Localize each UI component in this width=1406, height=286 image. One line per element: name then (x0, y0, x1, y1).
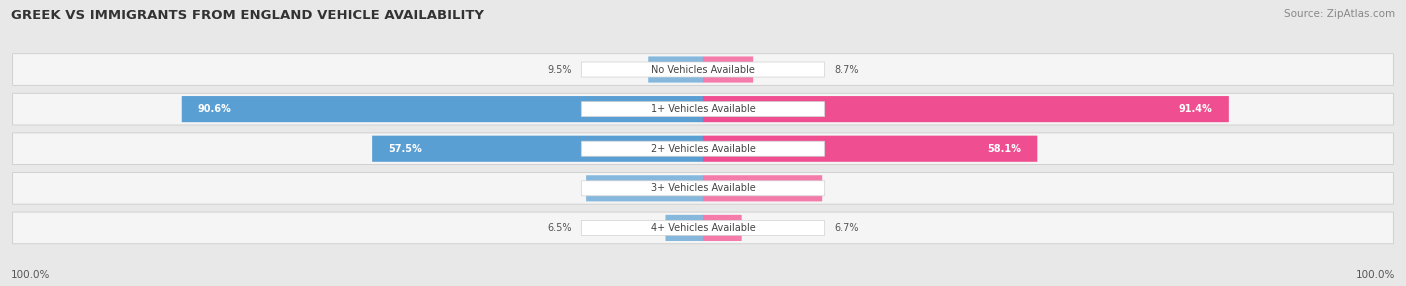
FancyBboxPatch shape (181, 96, 703, 122)
FancyBboxPatch shape (581, 62, 825, 77)
FancyBboxPatch shape (586, 175, 703, 201)
FancyBboxPatch shape (581, 221, 825, 235)
Text: 90.6%: 90.6% (198, 104, 232, 114)
FancyBboxPatch shape (13, 93, 1393, 125)
FancyBboxPatch shape (581, 181, 825, 196)
FancyBboxPatch shape (13, 133, 1393, 164)
FancyBboxPatch shape (13, 54, 1393, 85)
FancyBboxPatch shape (703, 136, 1038, 162)
Text: 58.1%: 58.1% (987, 144, 1021, 154)
Text: 100.0%: 100.0% (1355, 270, 1395, 280)
FancyBboxPatch shape (703, 175, 823, 201)
Text: 2+ Vehicles Available: 2+ Vehicles Available (651, 144, 755, 154)
Text: 20.7%: 20.7% (772, 183, 806, 193)
Text: GREEK VS IMMIGRANTS FROM ENGLAND VEHICLE AVAILABILITY: GREEK VS IMMIGRANTS FROM ENGLAND VEHICLE… (11, 9, 484, 21)
Text: 91.4%: 91.4% (1180, 104, 1213, 114)
Text: 6.5%: 6.5% (547, 223, 572, 233)
Text: 4+ Vehicles Available: 4+ Vehicles Available (651, 223, 755, 233)
Text: 3+ Vehicles Available: 3+ Vehicles Available (651, 183, 755, 193)
Text: Source: ZipAtlas.com: Source: ZipAtlas.com (1284, 9, 1395, 19)
FancyBboxPatch shape (373, 136, 703, 162)
FancyBboxPatch shape (581, 102, 825, 117)
FancyBboxPatch shape (703, 215, 742, 241)
FancyBboxPatch shape (13, 172, 1393, 204)
Text: 8.7%: 8.7% (834, 65, 859, 75)
FancyBboxPatch shape (703, 96, 1229, 122)
FancyBboxPatch shape (581, 141, 825, 156)
FancyBboxPatch shape (13, 212, 1393, 244)
Text: 20.3%: 20.3% (602, 183, 636, 193)
Text: 6.7%: 6.7% (834, 223, 859, 233)
Text: 100.0%: 100.0% (11, 270, 51, 280)
FancyBboxPatch shape (648, 56, 703, 83)
Text: 57.5%: 57.5% (388, 144, 422, 154)
FancyBboxPatch shape (703, 56, 754, 83)
Text: 1+ Vehicles Available: 1+ Vehicles Available (651, 104, 755, 114)
Text: 9.5%: 9.5% (547, 65, 572, 75)
FancyBboxPatch shape (665, 215, 703, 241)
Text: No Vehicles Available: No Vehicles Available (651, 65, 755, 75)
